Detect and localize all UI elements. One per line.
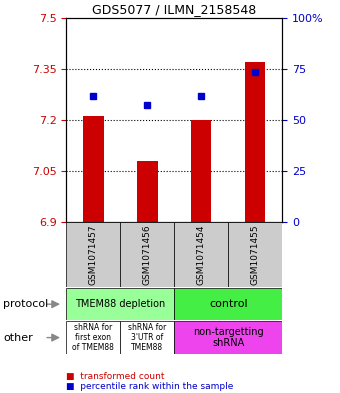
Text: non-targetting
shRNA: non-targetting shRNA (193, 327, 264, 348)
Bar (174, 288, 282, 320)
Text: protocol: protocol (3, 299, 49, 309)
Text: GSM1071457: GSM1071457 (89, 224, 98, 285)
Bar (120, 222, 174, 287)
Bar (66, 288, 174, 320)
Bar (120, 321, 174, 354)
Text: ■  transformed count: ■ transformed count (66, 372, 165, 380)
Text: GSM1071456: GSM1071456 (143, 224, 152, 285)
Bar (174, 321, 282, 354)
Text: control: control (209, 299, 248, 309)
Bar (245, 62, 266, 222)
Title: GDS5077 / ILMN_2158548: GDS5077 / ILMN_2158548 (92, 4, 256, 17)
Bar (66, 321, 120, 354)
Text: other: other (3, 332, 33, 343)
Bar (66, 222, 120, 287)
Bar (83, 116, 104, 222)
Text: shRNA for
3'UTR of
TMEM88: shRNA for 3'UTR of TMEM88 (128, 323, 166, 353)
Text: shRNA for
first exon
of TMEM88: shRNA for first exon of TMEM88 (72, 323, 114, 353)
Bar (174, 222, 228, 287)
Text: TMEM88 depletion: TMEM88 depletion (75, 299, 165, 309)
Bar (228, 222, 282, 287)
Text: GSM1071454: GSM1071454 (197, 224, 206, 285)
Bar (191, 120, 211, 222)
Text: GSM1071455: GSM1071455 (251, 224, 260, 285)
Bar (137, 161, 157, 222)
Text: ■  percentile rank within the sample: ■ percentile rank within the sample (66, 382, 234, 391)
